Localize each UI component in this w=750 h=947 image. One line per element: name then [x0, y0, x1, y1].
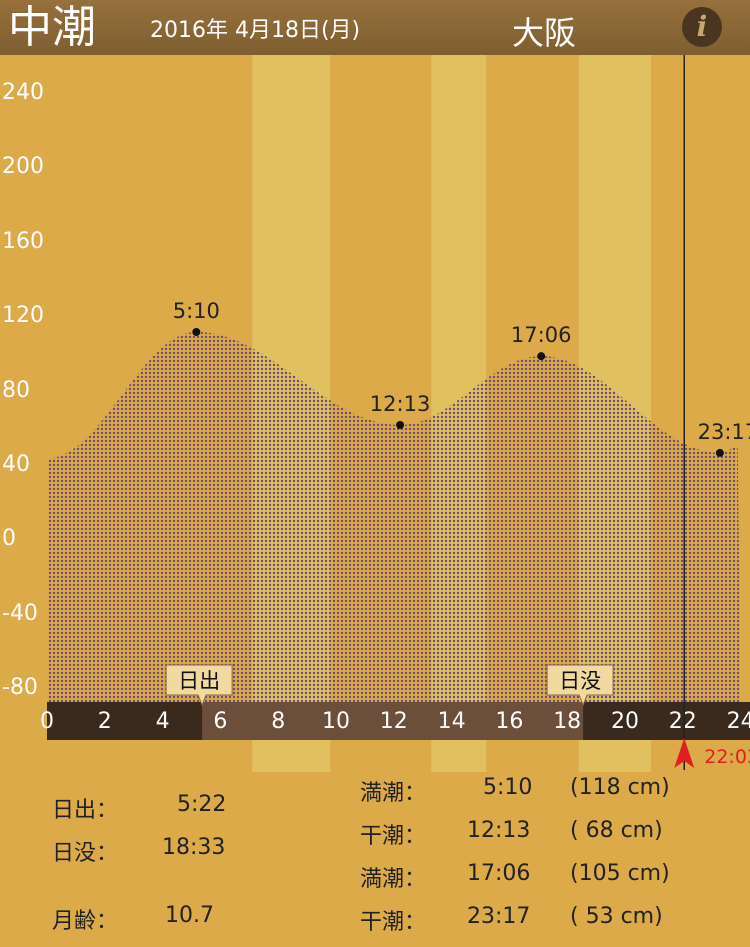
x-tick-label: 4	[156, 709, 170, 734]
sunset-label: 日没：	[52, 841, 119, 866]
extreme-label: 23:17	[698, 420, 750, 444]
sunrise-tag	[165, 664, 233, 707]
x-tick-label: 18	[553, 709, 581, 734]
tide-height: (105 cm)	[570, 861, 670, 886]
sunrise-label: 日出：	[52, 798, 119, 823]
moon-age-label: 月齢：	[52, 909, 119, 934]
location[interactable]: 大阪	[512, 14, 577, 52]
tide-height: ( 53 cm)	[570, 904, 663, 929]
y-tick-label: -40	[2, 600, 38, 626]
y-tick-label: -80	[2, 675, 38, 701]
extreme-point	[192, 328, 201, 336]
tide-time: 12:13	[467, 818, 531, 843]
y-tick-label: 40	[2, 452, 30, 478]
extreme-point	[537, 352, 546, 361]
y-tick-label: 160	[2, 228, 44, 254]
x-tick-label: 16	[495, 709, 523, 734]
x-tick-label: 10	[322, 709, 350, 734]
y-tick-label: 200	[2, 154, 44, 180]
y-tick-label: 240	[2, 80, 44, 106]
tide-time: 17:06	[467, 861, 531, 886]
current-time-label: 22:03	[704, 746, 750, 768]
extreme-label: 12:13	[370, 392, 431, 416]
x-tick-label: 0	[40, 709, 54, 734]
x-tick-label: 24	[727, 709, 750, 734]
tide-chart[interactable]: 02468101214161820222422:035:1012:1317:06…	[0, 55, 750, 947]
tide-time: 5:10	[483, 775, 533, 800]
x-tick-label: 14	[438, 709, 466, 734]
tide-height: (118 cm)	[570, 775, 670, 800]
extreme-point	[396, 421, 405, 429]
tide-time: 23:17	[467, 904, 531, 929]
tide-height: ( 68 cm)	[570, 818, 663, 843]
x-tick-label: 22	[669, 709, 697, 734]
tide-area	[47, 332, 741, 715]
extreme-label: 17:06	[511, 323, 572, 347]
x-tick-label: 8	[271, 709, 285, 734]
tide-type: 中潮	[8, 2, 96, 53]
tide-type: 満潮：	[360, 781, 427, 806]
current-time-arrow-icon	[674, 738, 695, 768]
moon-age: 10.7	[165, 903, 214, 928]
tide-type: 干潮：	[360, 824, 427, 849]
sunset-time: 18:33	[162, 835, 226, 860]
extreme-point	[715, 448, 724, 457]
tide-type: 満潮：	[360, 867, 427, 892]
x-tick-label: 20	[611, 709, 639, 734]
sunrise-time: 5:22	[177, 792, 227, 817]
y-tick-label: 80	[2, 377, 30, 403]
sunset-tag-label: 日没	[559, 669, 601, 693]
sunrise-tag-label: 日出	[178, 669, 220, 693]
header: 中潮 2016年 4月18日(月) 大阪 i	[0, 0, 750, 55]
info-icon[interactable]: i	[682, 7, 722, 47]
x-tick-label: 2	[98, 709, 112, 734]
tide-type: 干潮：	[360, 910, 427, 935]
x-tick-label: 6	[213, 709, 227, 734]
y-tick-label: 120	[2, 303, 44, 329]
date[interactable]: 2016年 4月18日(月)	[150, 18, 361, 43]
y-tick-label: 0	[2, 526, 16, 552]
day-axis-bar	[202, 702, 584, 740]
x-tick-label: 12	[380, 709, 408, 734]
tide-chart-svg: 02468101214161820222422:035:1012:1317:06…	[40, 55, 750, 772]
sunset-tag	[546, 664, 614, 707]
extreme-label: 5:10	[173, 299, 220, 323]
